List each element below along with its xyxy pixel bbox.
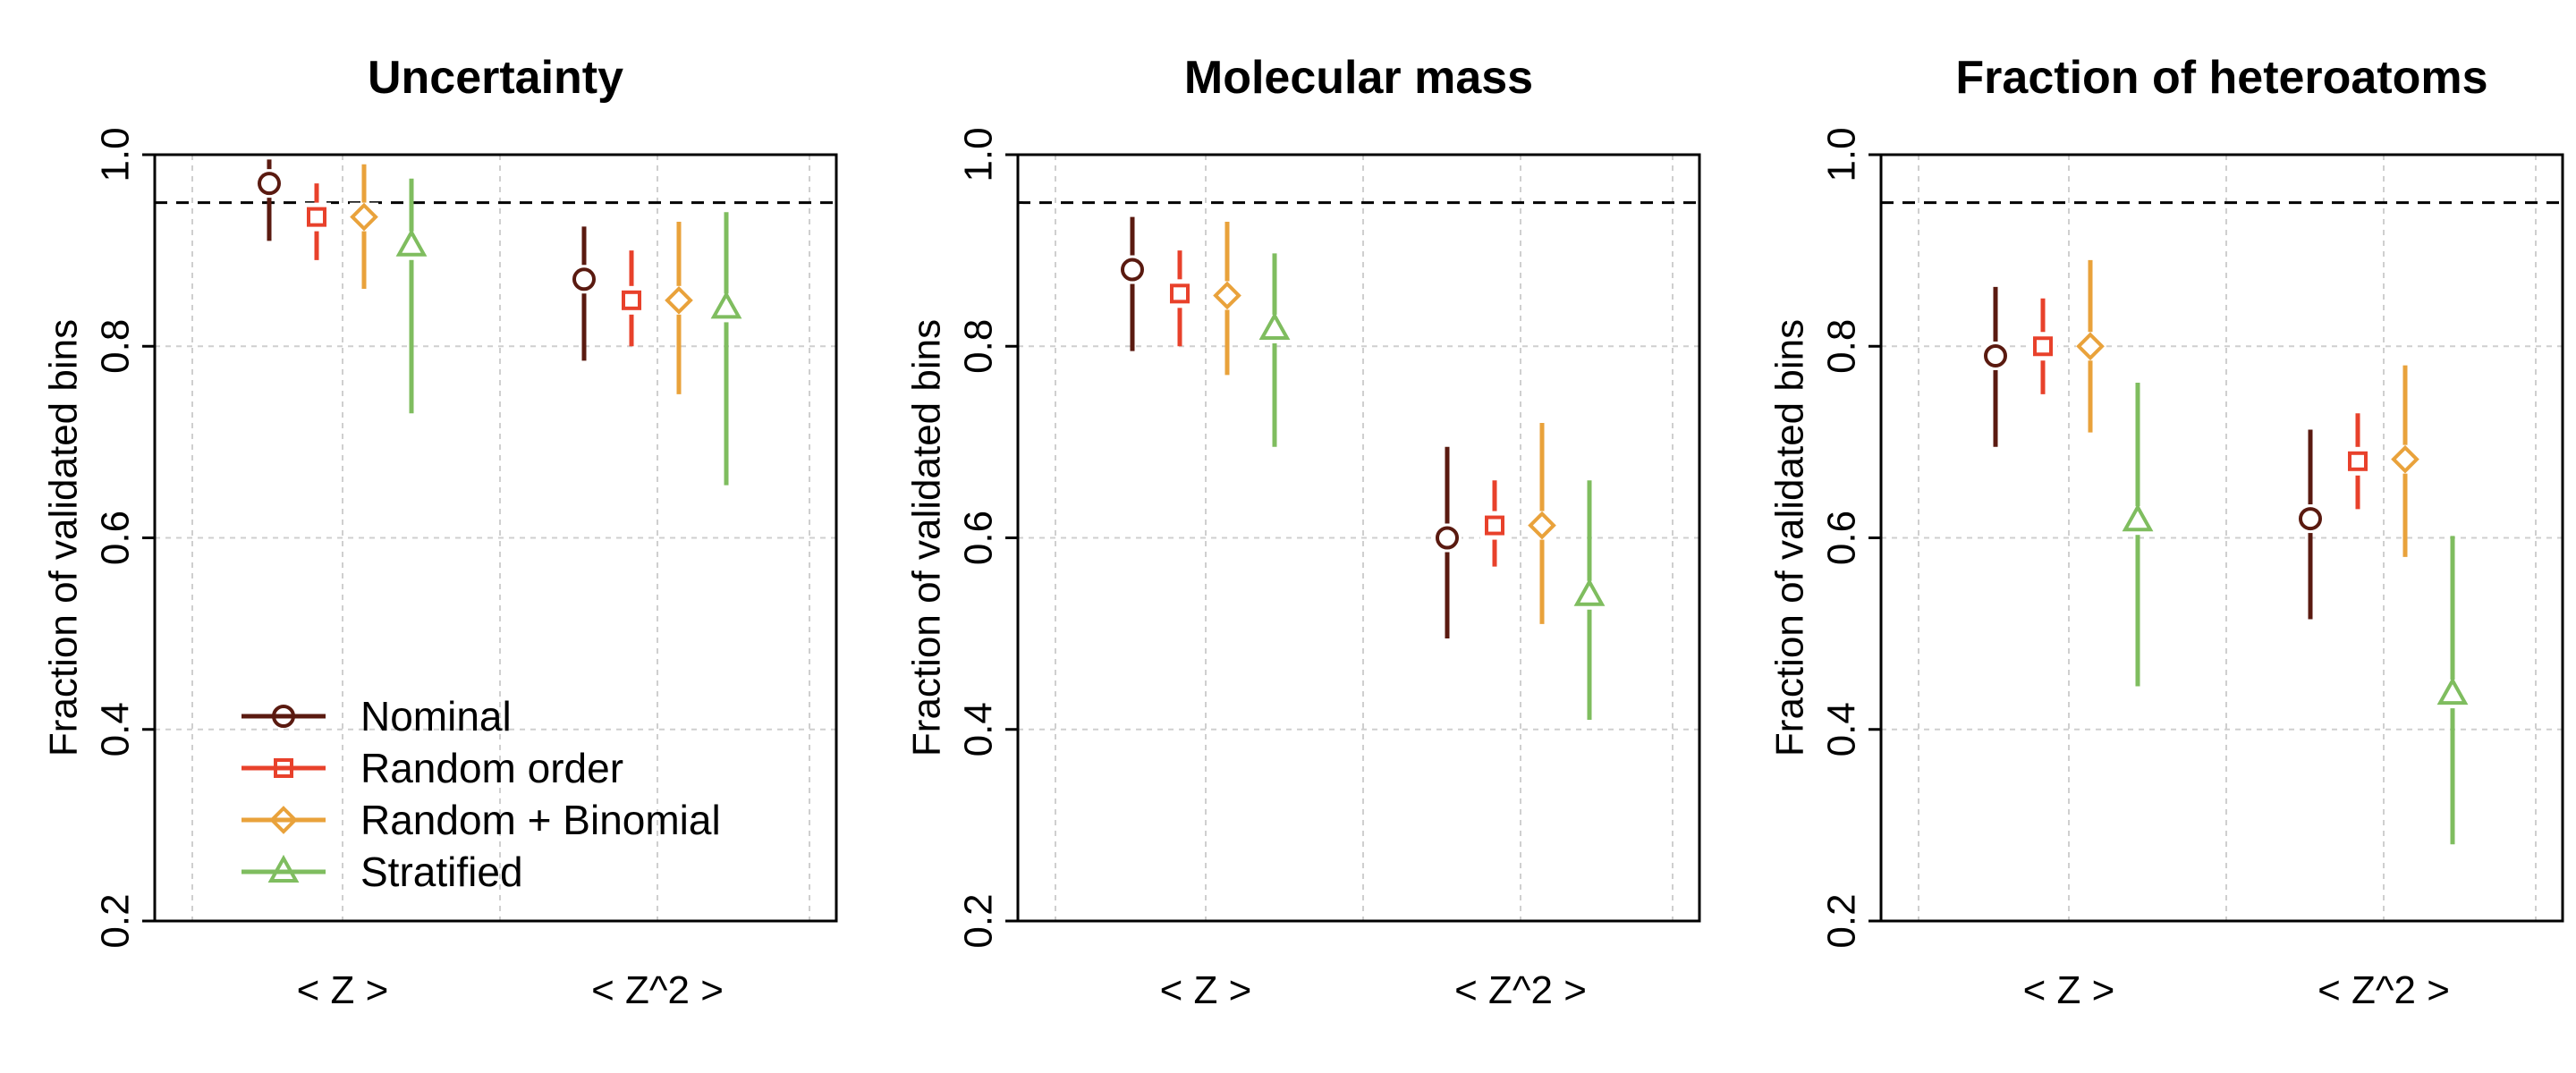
y-tick-label: 0.2	[94, 893, 138, 948]
data-point	[2348, 451, 2368, 471]
data-point	[258, 172, 281, 196]
legend-marker	[272, 705, 295, 728]
y-tick-label: 1.0	[957, 127, 1001, 182]
chart-title: Uncertainty	[368, 52, 623, 104]
y-tick-label: 0.8	[957, 319, 1001, 374]
data-point	[350, 202, 378, 232]
y-tick-label: 1.0	[94, 127, 138, 182]
y-tick-label: 0.4	[957, 702, 1001, 756]
x-tick-label: < Z >	[2023, 968, 2115, 1012]
data-point	[2299, 507, 2322, 531]
data-point	[307, 207, 326, 227]
legend-label: Nominal	[360, 693, 512, 739]
chart-title: Molecular mass	[1184, 52, 1533, 104]
legend-marker	[269, 806, 298, 834]
chart-panel-2: 0.2 0.4 0.6 0.8 1.0 < Z > < Z^2 > Fraction of v…	[905, 52, 1701, 1012]
x-tick-label: < Z >	[1160, 968, 1252, 1012]
x-tick-label: < Z >	[297, 968, 389, 1012]
data-point	[1436, 526, 1459, 550]
y-tick-label: 0.8	[94, 319, 138, 374]
plot-frame	[1879, 153, 2564, 923]
x-tick-label: < Z^2 >	[1454, 968, 1587, 1012]
data-point	[572, 267, 596, 291]
marker-background	[302, 202, 331, 232]
marker-background	[1165, 279, 1194, 308]
chart-panel-1: 0.2 0.4 0.6 0.8 1.0 < Z > < Z^2 > Fraction of v…	[42, 52, 838, 1012]
y-tick-label: 0.4	[94, 702, 138, 756]
data-point	[2033, 336, 2053, 357]
y-tick-label: 1.0	[1820, 127, 1864, 182]
data-point	[1528, 511, 1556, 540]
data-point	[1121, 258, 1144, 282]
legend-label: Random + Binomial	[360, 797, 721, 843]
data-point	[622, 290, 641, 310]
y-tick-label: 0.2	[957, 893, 1001, 948]
data-point	[1984, 343, 2007, 368]
data-point	[665, 286, 693, 315]
marker-background	[1480, 511, 1509, 540]
data-point	[1485, 515, 1504, 536]
y-tick-label: 0.8	[1820, 319, 1864, 374]
y-axis-label: Fraction of validated bins	[1768, 319, 1812, 756]
x-tick-label: < Z^2 >	[591, 968, 724, 1012]
legend-marker	[274, 758, 293, 778]
marker-background	[2343, 446, 2372, 476]
data-point	[2122, 503, 2154, 532]
legend: Nominal Random order Random + Binomial Stra…	[242, 693, 721, 895]
data-point	[1170, 283, 1190, 304]
y-tick-label: 0.6	[957, 511, 1001, 565]
legend-marker	[267, 854, 300, 883]
y-tick-label: 0.4	[1820, 702, 1864, 756]
y-tick-label: 0.6	[94, 511, 138, 565]
data-point	[710, 291, 742, 319]
marker-background	[617, 285, 646, 315]
y-axis-label: Fraction of validated bins	[42, 319, 86, 756]
chart-panel-3: 0.2 0.4 0.6 0.8 1.0 < Z > < Z^2 > Fraction of v…	[1768, 52, 2564, 1012]
data-point	[2076, 332, 2105, 361]
data-point	[1258, 311, 1291, 340]
data-point	[1573, 578, 1606, 606]
data-point	[2391, 444, 2419, 474]
data-point	[2436, 677, 2469, 705]
data-point	[1213, 281, 1241, 310]
x-tick-label: < Z^2 >	[2318, 968, 2450, 1012]
data-point	[395, 228, 428, 257]
y-tick-label: 0.2	[1820, 893, 1864, 948]
y-tick-label: 0.6	[1820, 511, 1864, 565]
legend-label: Stratified	[360, 849, 523, 895]
marker-background	[2029, 332, 2057, 361]
legend-label: Random order	[360, 745, 623, 791]
y-axis-label: Fraction of validated bins	[905, 319, 949, 756]
chart-title: Fraction of heteroatoms	[1955, 52, 2487, 104]
